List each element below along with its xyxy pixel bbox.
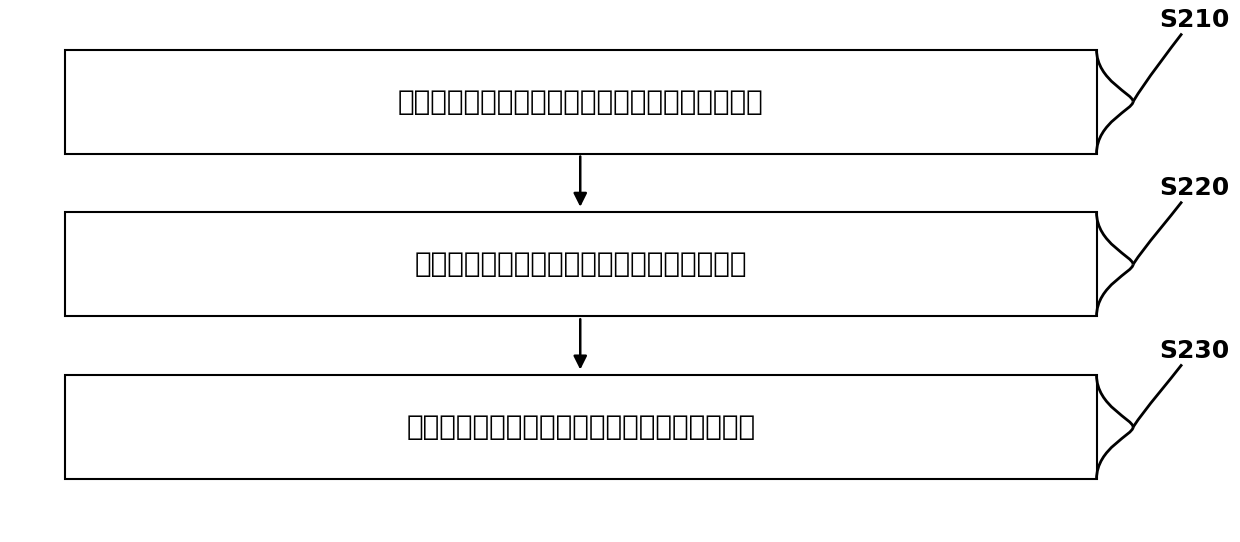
Text: S230: S230 <box>1159 339 1229 363</box>
Bar <box>66 49 1096 153</box>
Text: 在正极材料颗粒的外表面上包覆固体电解质膜: 在正极材料颗粒的外表面上包覆固体电解质膜 <box>414 250 748 279</box>
Text: S220: S220 <box>1159 176 1229 201</box>
Bar <box>66 212 1096 317</box>
Text: S210: S210 <box>1159 8 1229 32</box>
Bar <box>66 375 1096 479</box>
Text: 对包覆有固体电解质膜的正极材料颗粒进行加热: 对包覆有固体电解质膜的正极材料颗粒进行加热 <box>407 413 755 441</box>
Text: 准备或合成具有梯度掺杂固溶体层的正极材料颗粒: 准备或合成具有梯度掺杂固溶体层的正极材料颗粒 <box>398 88 764 115</box>
